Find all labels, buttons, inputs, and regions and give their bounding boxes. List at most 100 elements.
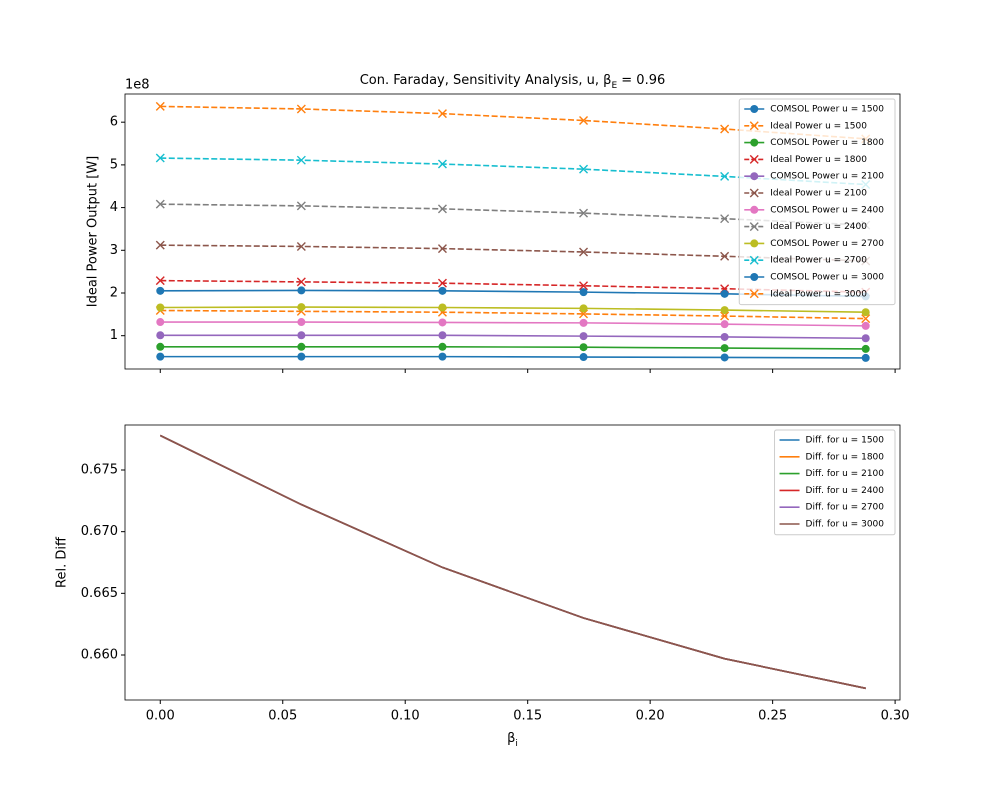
x-axis-label: βi [507, 731, 518, 749]
x-tick-label: 0.15 [513, 709, 542, 724]
marker [720, 344, 729, 353]
legend-label: Diff. for u = 1800 [806, 452, 885, 462]
marker [296, 104, 306, 114]
legend-label: Ideal Power u = 2100 [770, 189, 867, 199]
legend-label: Ideal Power u = 2400 [770, 222, 867, 232]
y-tick-label: 0.660 [81, 647, 118, 662]
marker [156, 352, 165, 361]
chart-title: Con. Faraday, Sensitivity Analysis, u, β… [360, 73, 666, 91]
marker [861, 353, 870, 362]
marker [579, 353, 588, 362]
marker [579, 332, 588, 341]
marker [579, 288, 588, 297]
legend-marker [750, 239, 759, 248]
x-tick-label: 0.30 [881, 709, 910, 724]
marker [579, 164, 589, 174]
legend-box [774, 429, 896, 536]
legend: Diff. for u = 1500 Diff. for u = 1800 Diff… [774, 429, 896, 536]
y-tick-label: 2 [110, 285, 118, 300]
legend-label: Ideal Power u = 3000 [770, 289, 867, 299]
y-tick-label: 4 [110, 200, 118, 215]
marker [437, 244, 447, 254]
marker [297, 352, 306, 361]
legend-marker [749, 188, 759, 198]
marker [861, 308, 870, 317]
marker [579, 208, 589, 218]
y-tick-label: 5 [110, 157, 118, 172]
x-tick-label: 0.00 [146, 709, 175, 724]
marker [438, 342, 447, 351]
marker [438, 303, 447, 312]
marker [155, 276, 165, 286]
marker [720, 124, 730, 134]
marker [297, 318, 306, 327]
legend-label: COMSOL Power u = 3000 [770, 273, 884, 283]
legend-marker [750, 138, 759, 147]
marker [297, 342, 306, 351]
marker [720, 311, 730, 321]
marker [296, 277, 306, 287]
chart-title-text: Con. Faraday, Sensitivity Analysis, u, β [360, 73, 612, 88]
x-axis-label-subscript: i [515, 739, 518, 749]
legend-label: Diff. for u = 3000 [806, 520, 885, 530]
marker [438, 318, 447, 327]
marker [155, 199, 165, 209]
series-line [159, 434, 866, 690]
legend-label: Ideal Power u = 1800 [770, 155, 867, 165]
series-line [160, 355, 866, 359]
legend-label: Diff. for u = 2100 [806, 469, 885, 479]
marker [438, 286, 447, 295]
legend-label: Ideal Power u = 1500 [770, 121, 867, 131]
y-axis-label: Ideal Power Output [W] [86, 156, 101, 308]
marker [156, 286, 165, 295]
marker [861, 314, 871, 324]
marker [296, 201, 306, 211]
legend-marker [750, 205, 759, 214]
series-line [159, 434, 866, 690]
y-offset-label: 1e8 [125, 78, 150, 93]
legend-marker [750, 273, 759, 281]
x-axis-label-text: β [507, 731, 515, 746]
marker [155, 240, 165, 250]
marker [437, 109, 447, 119]
legend-label: Diff. for u = 2700 [806, 503, 885, 513]
marker [720, 306, 729, 315]
marker [579, 281, 589, 291]
chart-title-tail: = 0.96 [617, 73, 665, 88]
x-tick-label: 0.10 [391, 709, 420, 724]
marker [155, 101, 165, 111]
series-line [159, 434, 866, 690]
series-line [160, 345, 866, 350]
series-line [160, 334, 866, 340]
marker [155, 153, 165, 163]
marker [720, 332, 729, 341]
legend-label: COMSOL Power u = 2400 [770, 205, 884, 215]
marker [579, 304, 588, 313]
series-line [159, 434, 866, 690]
marker [720, 289, 729, 298]
marker [720, 353, 729, 362]
y-tick-label: 3 [110, 243, 118, 258]
marker [579, 115, 589, 125]
legend-label: Diff. for u = 2400 [806, 486, 885, 496]
marker [437, 204, 447, 214]
marker [437, 159, 447, 169]
y-tick-label: 1 [110, 328, 118, 343]
legend-label: COMSOL Power u = 1500 [770, 105, 884, 115]
axes-frame [124, 424, 901, 701]
legend-marker [749, 121, 759, 131]
marker [156, 303, 165, 312]
marker [296, 155, 306, 165]
marker [579, 318, 588, 327]
series-line [159, 434, 866, 690]
legend-label: COMSOL Power u = 2100 [770, 172, 884, 182]
y-tick-label: 6 [110, 115, 118, 130]
legend-marker [749, 289, 759, 299]
legend-marker [749, 154, 759, 164]
legend-label: COMSOL Power u = 1800 [770, 138, 884, 148]
chart-title-subscript: E [611, 81, 617, 91]
marker [861, 344, 870, 353]
legend-marker [749, 222, 759, 232]
marker [438, 331, 447, 340]
